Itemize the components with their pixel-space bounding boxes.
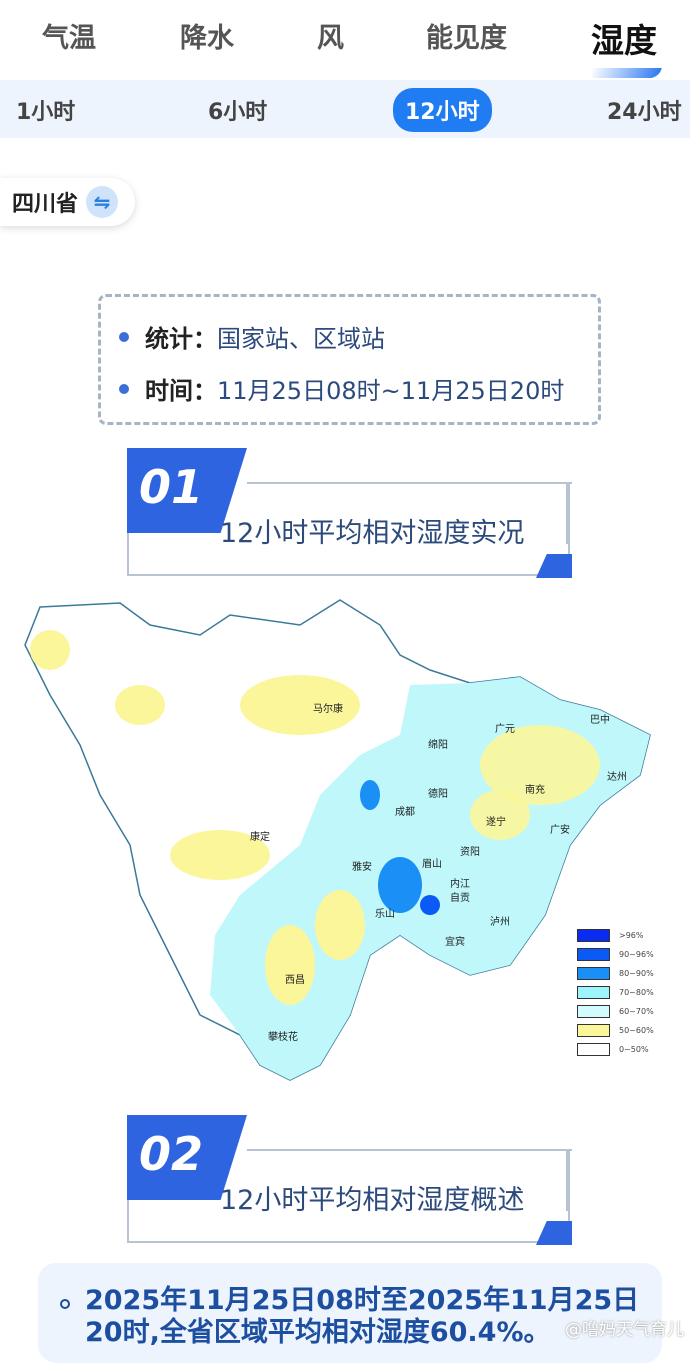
legend-swatch [577,967,610,980]
section-title: 12小时平均相对湿度概述 [220,1185,525,1216]
city-label: 南充 [525,783,545,796]
section-title: 12小时平均相对湿度实况 [220,518,525,549]
legend-swatch [577,1005,610,1018]
legend-item: 70~80% [577,983,654,1002]
info-box: 统计： 国家站、区域站 时间： 11月25日08时~11月25日20时 [98,294,601,425]
city-label: 宜宾 [445,935,465,948]
city-label: 眉山 [422,858,442,870]
city-label: 泸州 [490,916,510,928]
bullet-icon [60,1299,70,1309]
section-header-1: 01 12小时平均相对湿度实况 [127,448,572,578]
city-label: 巴中 [590,713,610,726]
legend-swatch [577,929,610,942]
city-label: 绵阳 [428,738,448,751]
stat-value: 国家站、区域站 [217,325,385,353]
map-legend: >96% 90~96% 80~90% 70~80% 60~70% 50~60% 0~50% [577,926,654,1059]
period-6h[interactable]: 6小时 [208,100,268,125]
legend-swatch [577,986,610,999]
bullet-icon [119,331,129,342]
swap-icon[interactable]: ⇋ [86,186,119,218]
city-label: 达州 [607,771,627,783]
active-tab-indicator [588,68,662,78]
time-label: 时间： [145,377,217,405]
legend-item: 50~60% [577,1021,654,1040]
period-1h[interactable]: 1小时 [16,100,76,125]
city-label: 西昌 [285,974,305,986]
legend-item: 90~96% [577,945,654,964]
legend-swatch [577,1043,610,1056]
legend-label: 90~96% [619,950,654,959]
time-value: 11月25日08时~11月25日20时 [217,377,565,405]
legend-label: 70~80% [619,988,654,997]
legend-swatch [577,1024,610,1037]
city-label: 自贡 [450,891,470,904]
legend-label: 0~50% [619,1045,649,1054]
legend-label: >96% [619,931,644,940]
city-label: 广元 [495,723,515,735]
summary-text: 2025年11月25日08时至2025年11月25日20时,全省区域平均相对湿度… [85,1285,640,1348]
city-label: 雅安 [352,860,372,873]
period-selector: 1小时 6小时 12小时 24小时 [0,80,690,138]
legend-swatch [577,948,610,961]
legend-item: 80~90% [577,964,654,983]
time-row: 时间： 11月25日08时~11月25日20时 [119,371,564,406]
city-label: 成都 [395,806,415,818]
section-number: 02 [127,1115,247,1200]
region-selector[interactable]: 四川省 ⇋ [0,178,135,226]
tab-humidity[interactable]: 湿度 [591,21,657,60]
section-number: 01 [127,448,247,533]
tab-wind[interactable]: 风 [317,23,344,54]
bullet-icon [119,383,129,394]
summary-card: 2025年11月25日08时至2025年11月25日20时,全省区域平均相对湿度… [38,1263,662,1363]
period-12h[interactable]: 12小时 [393,88,492,132]
city-label: 内江 [450,877,470,890]
period-24h[interactable]: 24小时 [607,100,682,125]
city-label: 攀枝花 [268,1030,298,1043]
tab-precipitation[interactable]: 降水 [180,23,234,54]
city-label: 广安 [550,823,570,836]
tab-temperature[interactable]: 气温 [42,23,96,54]
legend-item: 60~70% [577,1002,654,1021]
city-label: 德阳 [428,787,448,800]
legend-label: 50~60% [619,1026,654,1035]
region-label: 四川省 [12,192,79,217]
city-label: 遂宁 [486,815,506,828]
legend-item: 0~50% [577,1040,654,1059]
watermark: @噜妈天气育儿 [565,1320,684,1340]
legend-item: >96% [577,926,654,945]
legend-label: 60~70% [619,1007,654,1016]
city-label: 资阳 [460,846,480,858]
section-header-2: 02 12小时平均相对湿度概述 [127,1115,572,1245]
city-label: 康定 [250,830,270,843]
element-tabs: 气温 降水 风 能见度 湿度 [0,0,690,80]
legend-label: 80~90% [619,969,654,978]
stat-row: 统计： 国家站、区域站 [119,319,385,354]
tab-visibility[interactable]: 能见度 [426,23,507,54]
city-label: 乐山 [375,908,395,920]
city-label: 马尔康 [313,702,343,715]
stat-label: 统计： [145,325,217,353]
